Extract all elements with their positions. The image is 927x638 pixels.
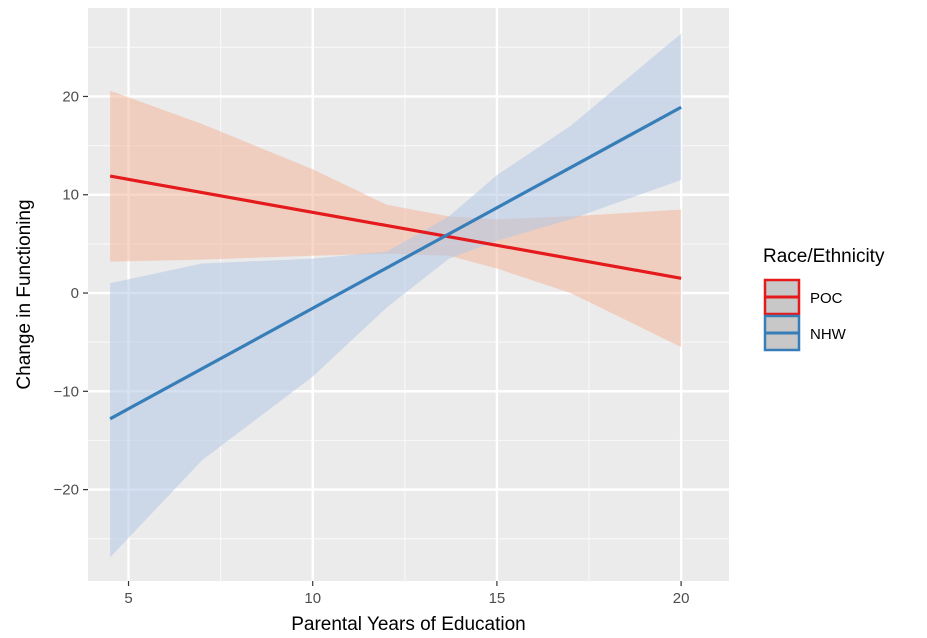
x-tick-label: 5 — [124, 590, 132, 607]
legend-title: Race/Ethnicity — [763, 246, 885, 267]
y-axis-ticks: −20 −10 0 10 20 — [54, 88, 88, 499]
legend: Race/Ethnicity POC NHW — [763, 246, 885, 352]
legend-label-nhw: NHW — [810, 326, 847, 343]
legend-label-poc: POC — [810, 290, 843, 307]
y-tick-label: 20 — [62, 88, 79, 105]
y-tick-label: −10 — [54, 383, 79, 400]
x-axis-ticks: 5 10 15 20 — [124, 581, 689, 607]
legend-items: POC NHW — [763, 278, 847, 352]
x-tick-label: 15 — [489, 590, 506, 607]
regression-lines — [109, 105, 682, 421]
x-axis-title: Parental Years of Education — [291, 614, 526, 635]
confidence-band-nhw — [110, 33, 682, 558]
confidence-band-poc — [110, 90, 682, 348]
y-tick-label: 10 — [62, 187, 79, 204]
y-tick-label: 0 — [71, 285, 79, 302]
series-line-nhw — [109, 105, 682, 421]
y-tick-label: −20 — [54, 482, 79, 499]
y-axis-title: Change in Functioning — [14, 199, 35, 389]
series-line-poc — [109, 174, 682, 280]
confidence-bands — [110, 33, 682, 558]
x-tick-label: 20 — [673, 590, 690, 607]
x-tick-label: 10 — [304, 590, 321, 607]
